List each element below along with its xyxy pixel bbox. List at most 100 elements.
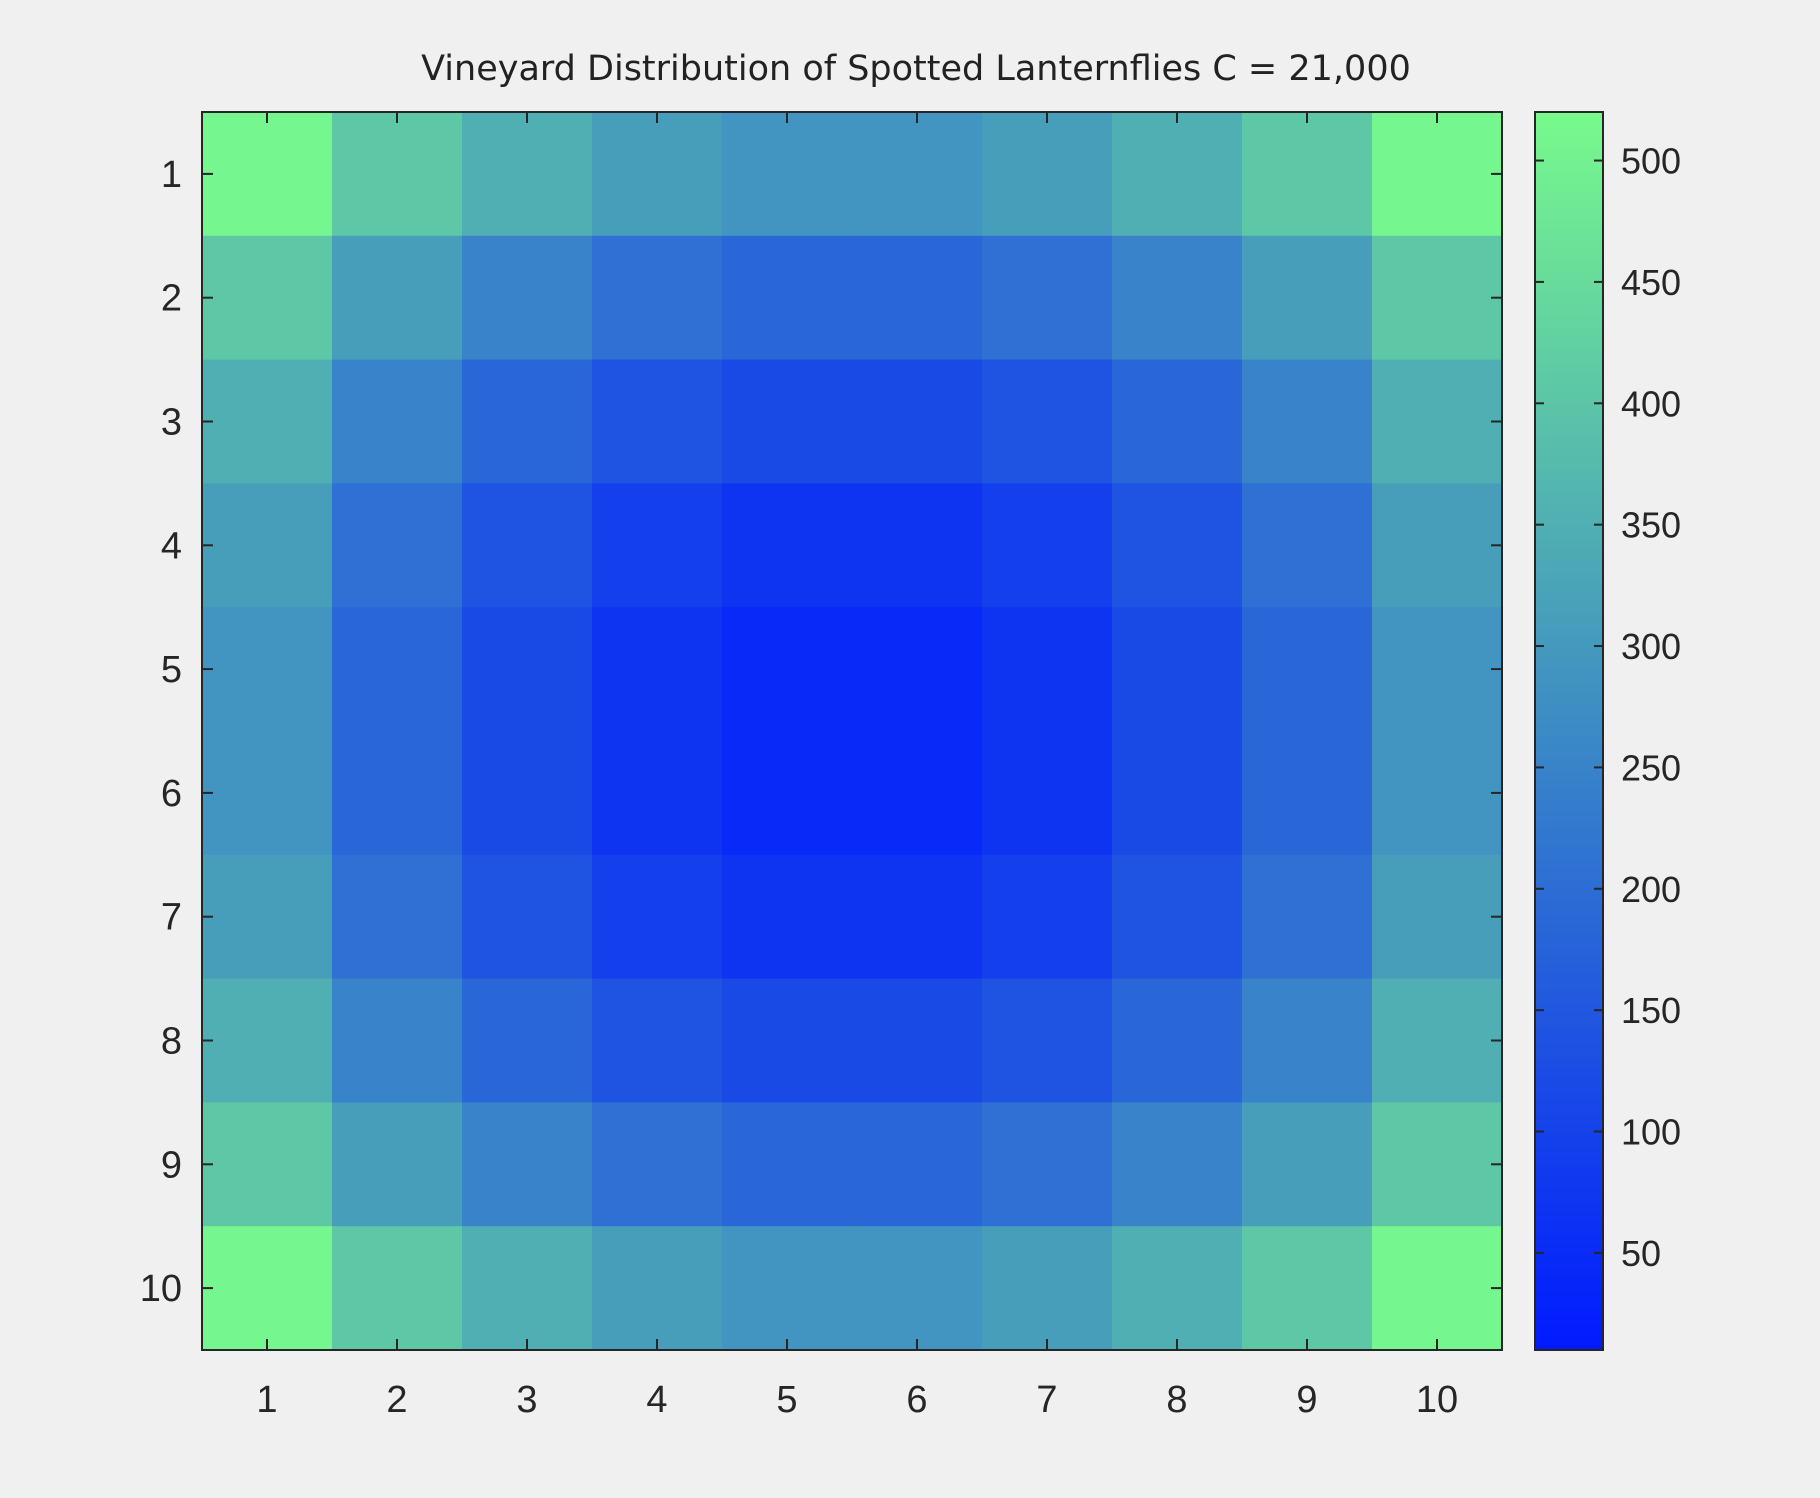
x-axis-tick-labels: 1 2 3 4 5 6 7 8 9 10 — [256, 1379, 1458, 1421]
heatmap-cell — [1372, 1226, 1503, 1351]
heatmap-cell — [1112, 359, 1243, 484]
heatmap-cell — [202, 731, 333, 856]
heatmap-cell — [982, 483, 1113, 608]
colorbar-tick-label: 350 — [1621, 505, 1681, 546]
heatmap-cell — [982, 235, 1113, 361]
heatmap-cell — [332, 1226, 463, 1351]
heatmap-cell — [202, 359, 333, 484]
heatmap-cell — [202, 235, 333, 361]
heatmap-cell — [1242, 1226, 1373, 1351]
heatmap-cell — [462, 978, 593, 1103]
heatmap-cell — [332, 978, 463, 1103]
x-tick-label: 10 — [1416, 1379, 1458, 1421]
x-tick-label: 8 — [1166, 1379, 1187, 1421]
colorbar-tick-label: 150 — [1621, 990, 1681, 1031]
heatmap-cell — [722, 731, 853, 856]
heatmap-cell — [1372, 607, 1503, 732]
heatmap-cell — [462, 854, 593, 980]
heatmap-cell — [332, 359, 463, 484]
y-tick-label: 4 — [161, 525, 182, 567]
heatmap-cell — [1372, 359, 1503, 484]
heatmap-cell — [1112, 112, 1243, 237]
heatmap-cell — [852, 359, 983, 484]
heatmap-cell — [852, 235, 983, 361]
y-tick-label: 7 — [161, 897, 182, 939]
heatmap-cell — [982, 112, 1113, 237]
heatmap-cell — [462, 483, 593, 608]
heatmap-cell — [462, 112, 593, 237]
heatmap-cell — [1242, 1102, 1373, 1227]
heatmap-cell — [1372, 483, 1503, 608]
heatmap-cell — [202, 607, 333, 732]
heatmap-cell — [852, 854, 983, 980]
heatmap-cell — [1112, 1102, 1243, 1227]
heatmap-cell — [1112, 978, 1243, 1103]
x-tick-label: 7 — [1036, 1379, 1057, 1421]
y-tick-label: 2 — [161, 278, 182, 320]
y-tick-label: 10 — [140, 1268, 182, 1310]
heatmap-cell — [1372, 235, 1503, 361]
heatmap-cell — [852, 483, 983, 608]
heatmap-cell — [852, 1226, 983, 1351]
y-tick-label: 6 — [161, 773, 182, 815]
colorbar-tick-label: 200 — [1621, 869, 1681, 910]
heatmap-cell — [592, 607, 723, 732]
heatmap-cell — [852, 731, 983, 856]
heatmap-cell — [982, 978, 1113, 1103]
heatmap-cell — [1242, 854, 1373, 980]
x-tick-label: 3 — [516, 1379, 537, 1421]
heatmap-cell — [1372, 731, 1503, 856]
heatmap-cell — [1242, 112, 1373, 237]
heatmap-cell — [852, 978, 983, 1103]
y-tick-label: 1 — [161, 154, 182, 196]
heatmap-cell — [852, 607, 983, 732]
heatmap-cell — [462, 731, 593, 856]
heatmap-cell — [592, 1226, 723, 1351]
heatmap-cell — [202, 854, 333, 980]
chart-title: Vineyard Distribution of Spotted Lantern… — [421, 49, 1411, 89]
heatmap-cell — [722, 854, 853, 980]
heatmap-cell — [1242, 731, 1373, 856]
heatmap-cell — [982, 1102, 1113, 1227]
x-tick-label: 9 — [1296, 1379, 1317, 1421]
heatmap-cell — [332, 1102, 463, 1227]
heatmap-cell — [592, 483, 723, 608]
heatmap-cell — [982, 854, 1113, 980]
heatmap-cell — [202, 978, 333, 1103]
heatmap-cell — [1112, 731, 1243, 856]
y-tick-label: 8 — [161, 1021, 182, 1063]
heatmap-cell — [592, 235, 723, 361]
heatmap-cell — [592, 731, 723, 856]
axis-ticks — [202, 112, 1502, 1350]
heatmap-cell — [202, 1226, 333, 1351]
colorbar-tick-label: 500 — [1621, 141, 1681, 182]
heatmap-cell — [462, 1102, 593, 1227]
x-tick-label: 4 — [646, 1379, 667, 1421]
heatmap-cell — [592, 854, 723, 980]
heatmap-cell — [592, 112, 723, 237]
heatmap-cell — [982, 607, 1113, 732]
heatmap-cell — [202, 112, 333, 237]
heatmap-cell — [722, 359, 853, 484]
heatmap-cell — [332, 731, 463, 856]
heatmap-cell — [462, 359, 593, 484]
heatmap-cell — [722, 1102, 853, 1227]
heatmap-cell — [592, 978, 723, 1103]
heatmap-cell — [1372, 112, 1503, 237]
heatmap-cell — [332, 235, 463, 361]
heatmap-cell — [722, 607, 853, 732]
heatmap-cell — [722, 1226, 853, 1351]
heatmap-cell — [202, 483, 333, 608]
heatmap-cell — [722, 483, 853, 608]
y-tick-label: 5 — [161, 649, 182, 691]
heatmap-cell — [1112, 854, 1243, 980]
heatmap-cell — [1112, 483, 1243, 608]
heatmap-cell — [982, 1226, 1113, 1351]
plot-frame — [201, 111, 1503, 1351]
heatmap-cell — [1372, 854, 1503, 980]
heatmap-cell — [1242, 359, 1373, 484]
colorbar-tick-label: 250 — [1621, 747, 1681, 788]
heatmap-cell — [1112, 235, 1243, 361]
heatmap-cells — [202, 112, 1503, 1351]
heatmap-cell — [1372, 1102, 1503, 1227]
